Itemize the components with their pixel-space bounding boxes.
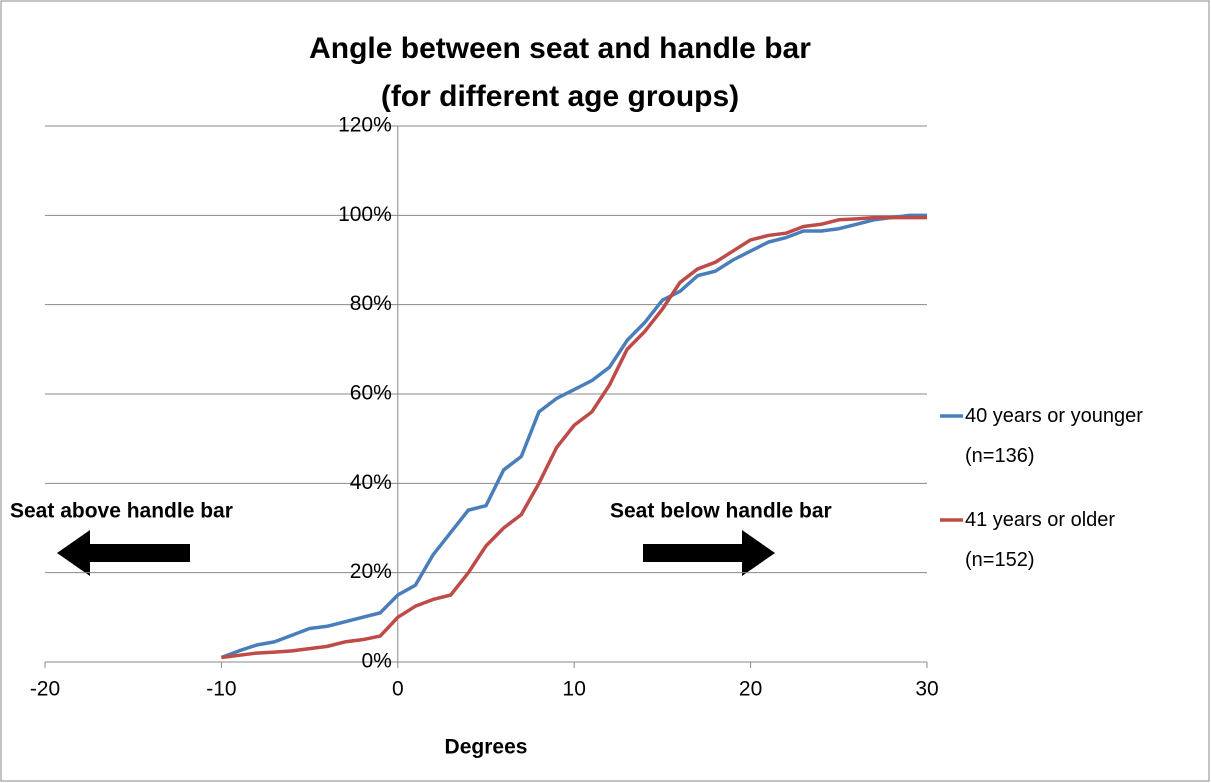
arrow-right <box>643 530 775 576</box>
y-tick-label: 120% <box>338 114 392 137</box>
y-tick-label: 60% <box>350 382 392 405</box>
y-tick-label: 20% <box>350 560 392 583</box>
x-axis-label: Degrees <box>445 736 528 759</box>
y-tick-label: 100% <box>338 203 392 226</box>
series-line <box>221 215 927 660</box>
legend-label: 41 years or older (n=152) <box>965 509 1116 571</box>
chart-title: Angle between seat and handle bar <box>309 32 811 65</box>
annotation: Seat above handle bar <box>10 500 233 523</box>
annotation: Seat below handle bar <box>610 500 832 523</box>
x-tick-label: 10 <box>563 678 586 701</box>
y-tick-label: 40% <box>350 471 392 494</box>
y-tick-label: 80% <box>350 292 392 315</box>
chart-title: (for different age groups) <box>381 80 739 113</box>
x-tick-label: -20 <box>30 678 60 701</box>
series-line <box>220 213 927 660</box>
arrow-left <box>57 530 190 576</box>
grid <box>44 125 928 668</box>
y-tick-label: 0% <box>361 650 391 673</box>
lines <box>220 213 927 660</box>
x-tick-label: 30 <box>915 678 938 701</box>
x-tick-label: 0 <box>392 678 404 701</box>
x-tick-label: -10 <box>206 678 236 701</box>
legend-label: 40 years or younger (n=136) <box>965 405 1143 467</box>
x-tick-label: 20 <box>739 678 762 701</box>
